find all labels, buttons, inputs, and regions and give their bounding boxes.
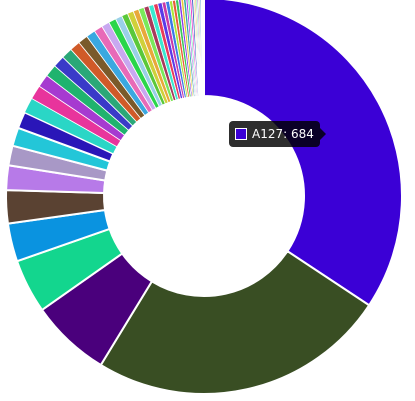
tooltip-color-swatch (235, 128, 247, 140)
donut-slice-2[interactable] (99, 249, 371, 395)
tooltip-label: A127: 684 (252, 127, 314, 141)
donut-slices (5, 0, 403, 395)
donut-slice-1[interactable] (203, 0, 403, 307)
chart-tooltip: A127: 684 (229, 121, 326, 147)
donut-slice-54[interactable] (202, 0, 205, 97)
